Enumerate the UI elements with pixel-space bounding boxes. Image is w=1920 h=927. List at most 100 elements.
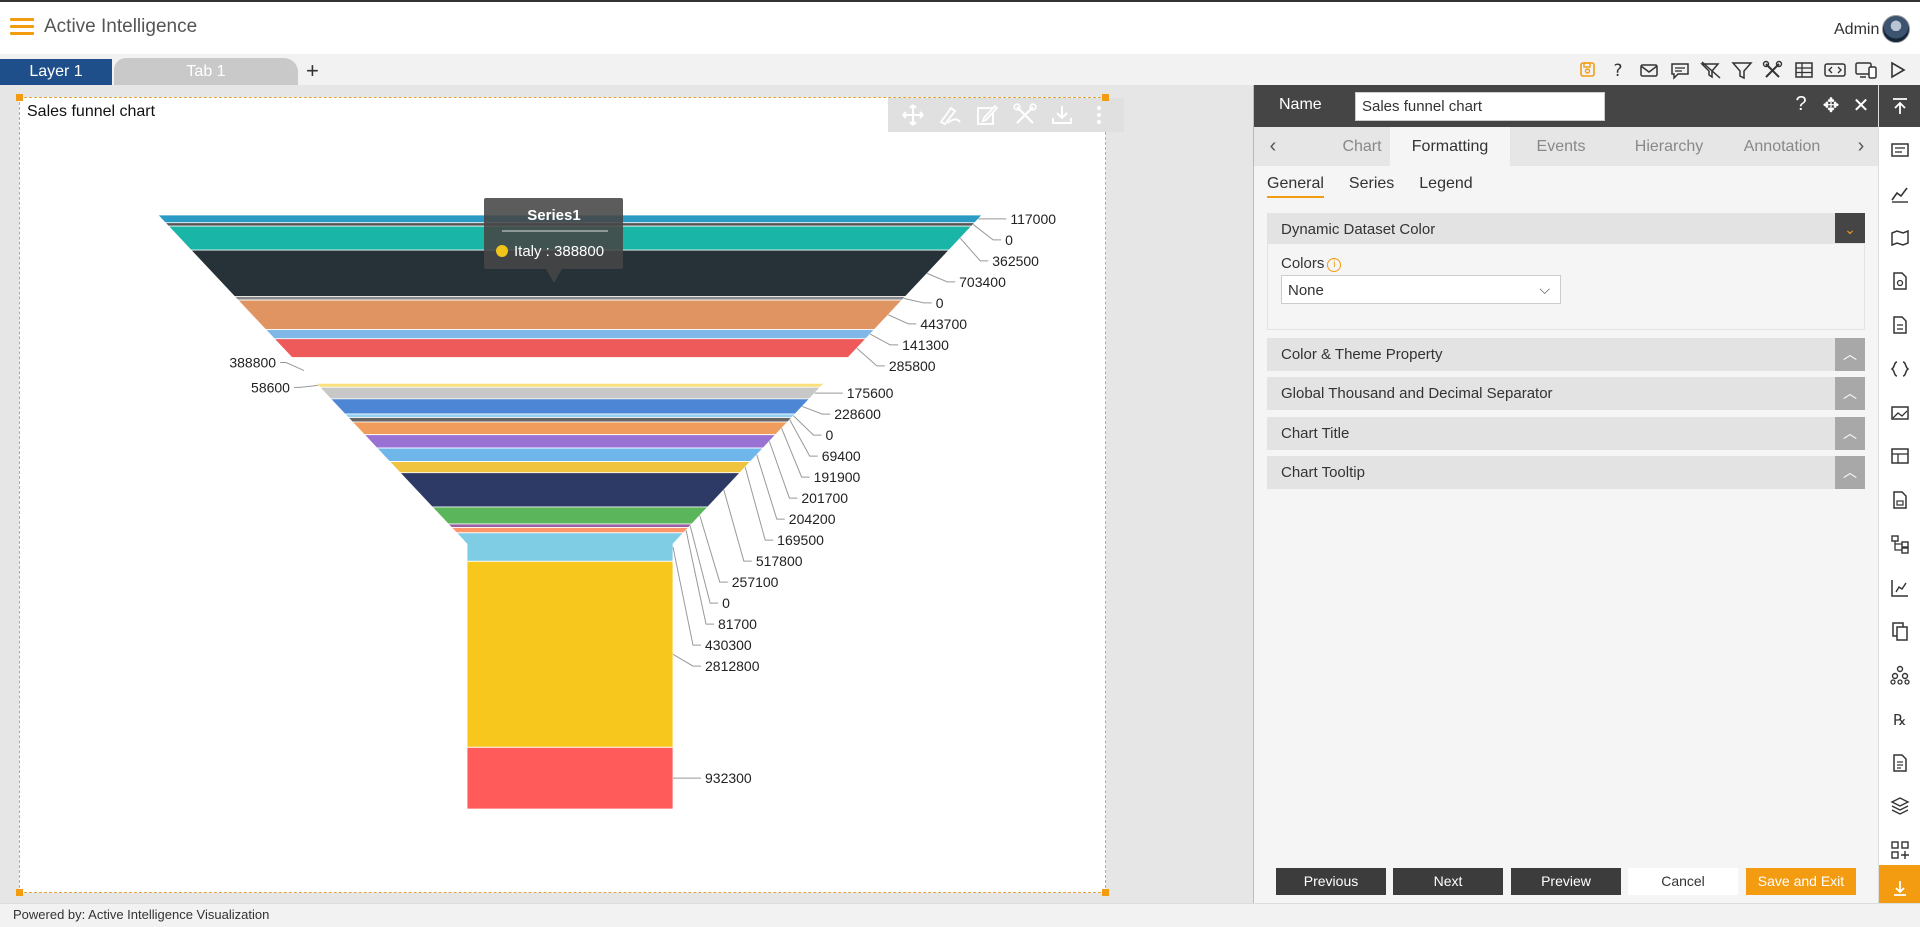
tabs-next-arrow[interactable]: › bbox=[1857, 135, 1865, 157]
section-separator[interactable]: Global Thousand and Decimal Separator ︿ bbox=[1267, 377, 1865, 410]
funnel-segment[interactable] bbox=[264, 329, 876, 340]
move-icon[interactable]: ✥ bbox=[1822, 95, 1840, 117]
funnel-segment[interactable] bbox=[347, 417, 793, 423]
data-label: 443700 bbox=[920, 316, 967, 332]
document-icon[interactable] bbox=[1888, 313, 1912, 337]
funnel-segment[interactable] bbox=[315, 382, 825, 388]
info-icon[interactable]: i bbox=[1327, 258, 1342, 272]
layers-icon[interactable] bbox=[1888, 794, 1912, 818]
sub-tab-series[interactable]: Series bbox=[1348, 175, 1395, 192]
report-icon[interactable] bbox=[1888, 488, 1912, 512]
funnel-segment[interactable] bbox=[329, 398, 811, 415]
funnel-segment[interactable] bbox=[455, 532, 685, 562]
user-name[interactable]: Admin bbox=[1834, 21, 1880, 38]
section-chart-title[interactable]: Chart Title ︿ bbox=[1267, 417, 1865, 450]
image-icon[interactable] bbox=[1888, 401, 1912, 425]
tab-tab-1[interactable]: Tab 1 bbox=[114, 58, 298, 85]
help-icon[interactable]: ? bbox=[1795, 93, 1807, 115]
funnel-segment[interactable] bbox=[447, 523, 693, 528]
download-icon[interactable] bbox=[1888, 876, 1912, 900]
help-icon[interactable]: ? bbox=[1605, 58, 1631, 82]
download-icon[interactable] bbox=[1049, 102, 1075, 128]
save-and-exit-button[interactable]: Save and Exit bbox=[1746, 868, 1856, 895]
funnel-segment[interactable] bbox=[233, 296, 907, 301]
more-icon[interactable] bbox=[1086, 102, 1112, 128]
funnel-segment[interactable] bbox=[236, 299, 904, 330]
funnel-segment[interactable] bbox=[431, 506, 709, 525]
notes-icon[interactable] bbox=[1888, 751, 1912, 775]
preview-button[interactable]: Preview bbox=[1511, 868, 1621, 895]
tab-formatting[interactable]: Formatting bbox=[1390, 127, 1510, 166]
funnel-segment[interactable] bbox=[291, 357, 849, 384]
section-chart-tooltip[interactable]: Chart Tooltip ︿ bbox=[1267, 456, 1865, 489]
collapse-up-icon[interactable] bbox=[1888, 94, 1912, 118]
copy-icon[interactable] bbox=[1888, 619, 1912, 643]
close-icon[interactable]: ✕ bbox=[1852, 95, 1870, 117]
tab-hierarchy[interactable]: Hierarchy bbox=[1634, 138, 1704, 155]
table-icon[interactable] bbox=[1791, 58, 1817, 82]
card-icon[interactable] bbox=[1888, 138, 1912, 162]
sub-tab-legend[interactable]: Legend bbox=[1419, 175, 1473, 192]
tab-chart[interactable]: Chart bbox=[1342, 138, 1382, 155]
funnel-segment[interactable] bbox=[375, 447, 765, 462]
chart-panel[interactable]: 117000 0 362500 703400 0 443700 141300 285800 17… bbox=[16, 94, 1124, 896]
funnel-segment[interactable] bbox=[466, 560, 674, 748]
tab-events[interactable]: Events bbox=[1536, 138, 1586, 155]
bar-chart-icon[interactable] bbox=[1888, 576, 1912, 600]
funnel-segment[interactable] bbox=[343, 413, 797, 418]
edit-icon[interactable] bbox=[974, 102, 1000, 128]
funnel-segment[interactable] bbox=[450, 527, 690, 534]
formula-icon[interactable]: ℞ bbox=[1888, 707, 1912, 731]
save-icon[interactable] bbox=[1574, 58, 1600, 82]
chevron-up-icon[interactable]: ︿ bbox=[1835, 417, 1865, 450]
chevron-down-icon[interactable]: ⌄ bbox=[1835, 213, 1865, 246]
draw-icon[interactable] bbox=[937, 102, 963, 128]
funnel-segment[interactable] bbox=[399, 472, 741, 508]
cancel-button[interactable]: Cancel bbox=[1628, 868, 1738, 895]
settings-icon[interactable] bbox=[1012, 102, 1038, 128]
chevron-up-icon[interactable]: ︿ bbox=[1835, 338, 1865, 371]
funnel-segment[interactable] bbox=[351, 421, 789, 436]
code-icon[interactable] bbox=[1888, 357, 1912, 381]
menu-icon[interactable] bbox=[10, 17, 34, 37]
funnel-segment[interactable] bbox=[273, 338, 867, 359]
chevron-up-icon[interactable]: ︿ bbox=[1835, 377, 1865, 410]
sub-tab-general[interactable]: General bbox=[1267, 175, 1324, 198]
section-dynamic-dataset-color[interactable]: Dynamic Dataset Color ⌄ bbox=[1267, 213, 1865, 246]
tab-annotation[interactable]: Annotation bbox=[1743, 138, 1821, 155]
colors-select[interactable]: None ⌵ bbox=[1281, 275, 1561, 304]
layout-icon[interactable] bbox=[1888, 444, 1912, 468]
mail-icon[interactable] bbox=[1636, 58, 1662, 82]
move-icon[interactable] bbox=[900, 102, 926, 128]
tools-icon[interactable] bbox=[1760, 58, 1786, 82]
play-icon[interactable] bbox=[1884, 58, 1910, 82]
tree-icon[interactable] bbox=[1888, 532, 1912, 556]
tab-layer-1[interactable]: Layer 1 bbox=[0, 59, 112, 85]
section-color-theme[interactable]: Color & Theme Property ︿ bbox=[1267, 338, 1865, 371]
funnel-segment[interactable] bbox=[466, 746, 674, 810]
embed-icon[interactable] bbox=[1822, 58, 1848, 82]
add-tab-button[interactable]: + bbox=[306, 58, 319, 83]
map-icon[interactable] bbox=[1888, 226, 1912, 250]
funnel-segment[interactable] bbox=[388, 461, 752, 474]
chart-icon[interactable] bbox=[1888, 182, 1912, 206]
resize-handle[interactable] bbox=[1102, 889, 1109, 896]
previous-button[interactable]: Previous bbox=[1276, 868, 1386, 895]
chevron-up-icon[interactable]: ︿ bbox=[1835, 456, 1865, 489]
hierarchy-icon[interactable] bbox=[1888, 663, 1912, 687]
resize-handle[interactable] bbox=[16, 94, 23, 101]
devices-icon[interactable] bbox=[1853, 58, 1879, 82]
next-button[interactable]: Next bbox=[1393, 868, 1503, 895]
avatar[interactable] bbox=[1882, 15, 1910, 43]
clear-filter-icon[interactable] bbox=[1698, 58, 1724, 82]
comment-icon[interactable] bbox=[1667, 58, 1693, 82]
grid-add-icon[interactable] bbox=[1888, 838, 1912, 862]
funnel-segment[interactable] bbox=[363, 434, 777, 449]
tabs-prev-arrow[interactable]: ‹ bbox=[1269, 135, 1277, 157]
name-input[interactable]: Sales funnel chart bbox=[1355, 92, 1605, 121]
document-gear-icon[interactable] bbox=[1888, 269, 1912, 293]
resize-handle[interactable] bbox=[1102, 94, 1109, 101]
resize-handle[interactable] bbox=[16, 889, 23, 896]
funnel-segment[interactable] bbox=[318, 386, 822, 400]
filter-icon[interactable] bbox=[1729, 58, 1755, 82]
